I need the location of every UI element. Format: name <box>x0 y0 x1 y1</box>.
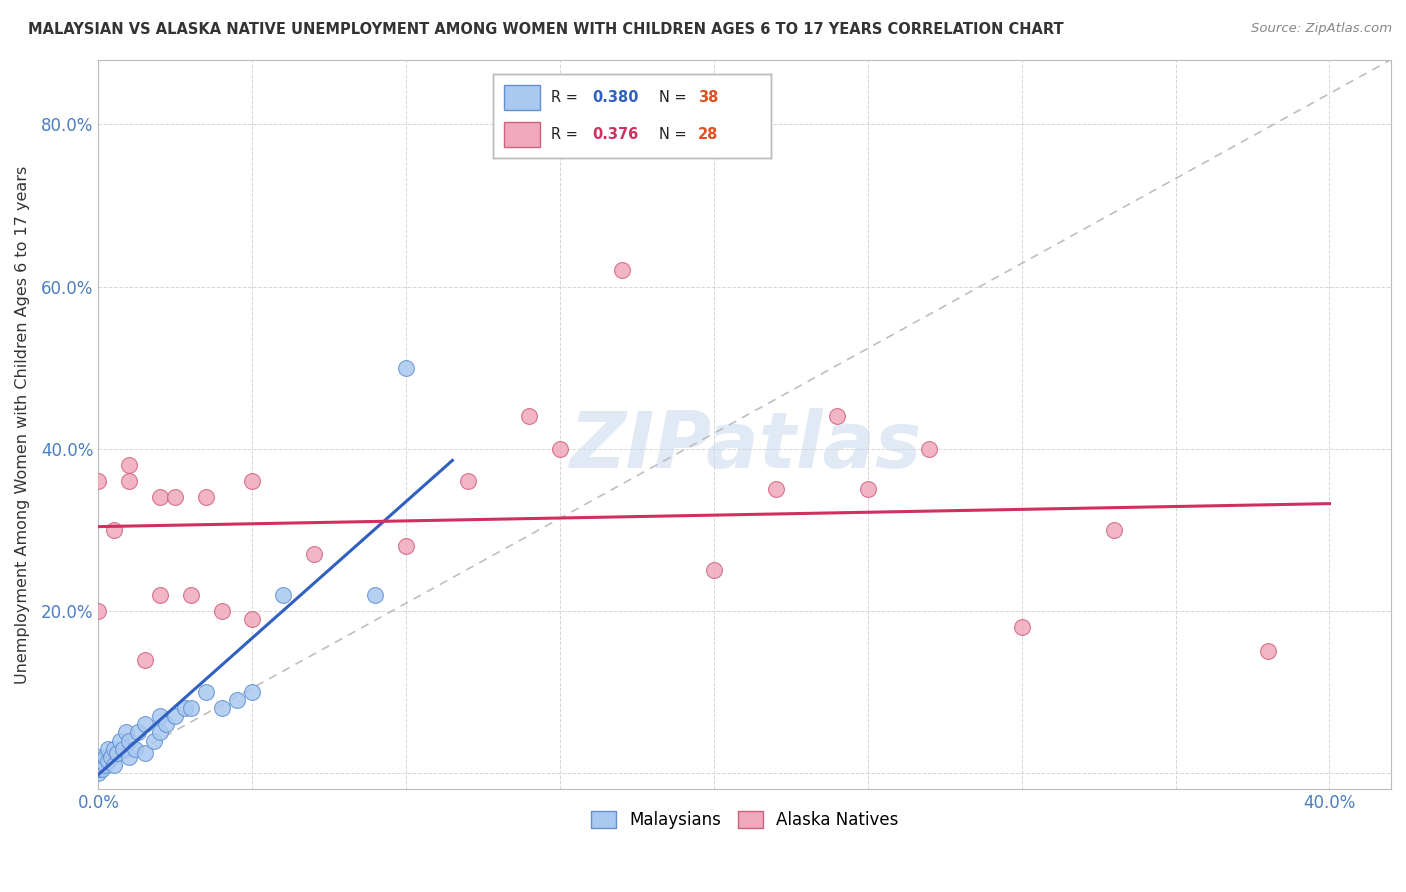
Legend: Malaysians, Alaska Natives: Malaysians, Alaska Natives <box>585 804 905 836</box>
Point <box>395 539 418 553</box>
Point <box>240 474 263 488</box>
Point <box>165 709 187 723</box>
Point <box>302 547 325 561</box>
Point <box>87 474 110 488</box>
Point <box>1102 523 1125 537</box>
Point <box>103 741 125 756</box>
Point <box>825 409 848 424</box>
Point <box>149 588 172 602</box>
Point <box>548 442 571 456</box>
Point <box>134 652 156 666</box>
Point <box>118 458 141 472</box>
Point <box>765 483 787 497</box>
Point <box>118 474 141 488</box>
Point <box>87 749 110 764</box>
Text: Source: ZipAtlas.com: Source: ZipAtlas.com <box>1251 22 1392 36</box>
Point <box>240 612 263 626</box>
Point <box>93 749 115 764</box>
Point <box>134 717 156 731</box>
Point <box>149 491 172 505</box>
Point <box>93 758 115 772</box>
Text: ZIPatlas: ZIPatlas <box>568 409 921 484</box>
Point <box>142 733 165 747</box>
Point <box>165 491 187 505</box>
Point <box>180 701 202 715</box>
Point <box>127 725 149 739</box>
Point <box>105 746 128 760</box>
Point <box>226 693 249 707</box>
Point <box>103 523 125 537</box>
Point <box>918 442 941 456</box>
Point <box>112 741 135 756</box>
Point <box>100 749 122 764</box>
Point <box>108 733 131 747</box>
Point <box>195 685 218 699</box>
Point <box>517 409 540 424</box>
Point <box>87 754 110 768</box>
Point <box>97 741 120 756</box>
Point <box>211 604 233 618</box>
Point <box>149 709 172 723</box>
Point <box>173 701 195 715</box>
Point <box>1011 620 1033 634</box>
Point <box>457 474 479 488</box>
Point <box>271 588 294 602</box>
Point <box>1257 644 1279 658</box>
Point <box>195 491 218 505</box>
Point <box>97 754 120 768</box>
Point <box>134 746 156 760</box>
Point <box>87 758 110 772</box>
Point <box>87 762 110 776</box>
Point <box>703 563 725 577</box>
Point <box>149 725 172 739</box>
Point <box>395 360 418 375</box>
Point <box>856 483 879 497</box>
Point <box>610 263 633 277</box>
Point <box>240 685 263 699</box>
Point <box>211 701 233 715</box>
Text: MALAYSIAN VS ALASKA NATIVE UNEMPLOYMENT AMONG WOMEN WITH CHILDREN AGES 6 TO 17 Y: MALAYSIAN VS ALASKA NATIVE UNEMPLOYMENT … <box>28 22 1064 37</box>
Y-axis label: Unemployment Among Women with Children Ages 6 to 17 years: Unemployment Among Women with Children A… <box>15 165 30 683</box>
Point <box>87 604 110 618</box>
Point <box>155 717 177 731</box>
Point <box>90 762 112 776</box>
Point <box>118 749 141 764</box>
Point <box>115 725 138 739</box>
Point <box>180 588 202 602</box>
Point <box>124 741 146 756</box>
Point <box>364 588 387 602</box>
Point <box>87 766 110 780</box>
Point <box>90 754 112 768</box>
Point <box>118 733 141 747</box>
Point <box>103 758 125 772</box>
